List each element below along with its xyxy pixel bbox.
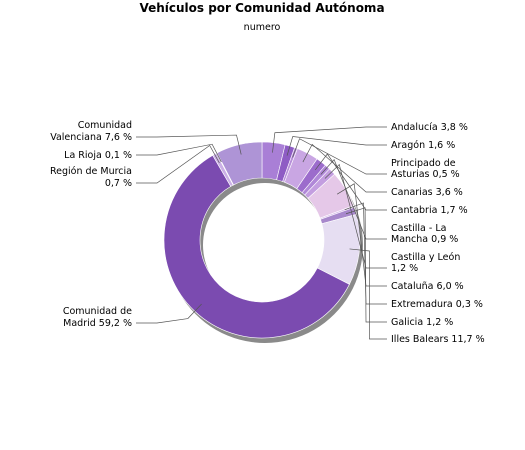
leader-line: [344, 202, 387, 305]
slice-label: Mancha 0,9 %: [391, 234, 458, 245]
donut-slices: [163, 141, 361, 339]
slice-label: Canarias 3,6 %: [391, 187, 463, 198]
slice-label: La Rioja 0,1 %: [64, 150, 132, 161]
pie-slice: [216, 141, 263, 186]
slice-label: Cantabria 1,7 %: [391, 205, 468, 216]
slice-label: 0,7 %: [105, 178, 132, 189]
chart-title: Vehículos por Comunidad Autónoma: [139, 1, 384, 15]
slice-label: Comunidad: [78, 120, 132, 131]
slice-label: Comunidad de: [63, 306, 132, 317]
slice-label: Aragón 1,6 %: [391, 140, 455, 151]
slice-label: Cataluña 6,0 %: [391, 281, 464, 292]
leader-line: [336, 183, 387, 287]
slice-label: Castilla y León: [391, 252, 460, 263]
slice-label: Principado de: [391, 158, 456, 169]
leader-line: [136, 303, 202, 324]
slice-label: Galicia 1,2 %: [391, 317, 453, 328]
chart-subtitle: numero: [244, 22, 281, 33]
slice-labels: Andalucía 3,8 % Aragón 1,6 % Principado de…: [50, 120, 485, 345]
slice-label: Andalucía 3,8 %: [391, 122, 468, 133]
leader-line: [136, 143, 222, 163]
leader-line: [314, 153, 387, 211]
slice-label: Región de Murcia: [50, 166, 132, 177]
slice-label: Valenciana 7,6 %: [50, 132, 132, 143]
leader-line: [320, 158, 387, 240]
leader-lines: [136, 126, 387, 340]
pie-slice: [163, 154, 350, 339]
leader-line: [286, 136, 387, 156]
slice-label: Illes Balears 11,7 %: [391, 334, 485, 345]
slice-label: Madrid 59,2 %: [63, 318, 132, 329]
leader-line: [136, 144, 220, 184]
leader-line: [345, 207, 387, 323]
leader-line: [302, 143, 387, 193]
slice-label: Extremadura 0,3 %: [391, 299, 483, 310]
leader-line: [272, 126, 387, 153]
leader-line: [324, 163, 387, 269]
slice-label: Castilla - La: [391, 223, 446, 234]
slice-label: 1,2 %: [391, 263, 418, 274]
leader-line: [136, 134, 242, 155]
slice-label: Asturias 0,5 %: [391, 169, 460, 180]
leader-line: [292, 138, 387, 175]
leader-line: [349, 248, 387, 340]
